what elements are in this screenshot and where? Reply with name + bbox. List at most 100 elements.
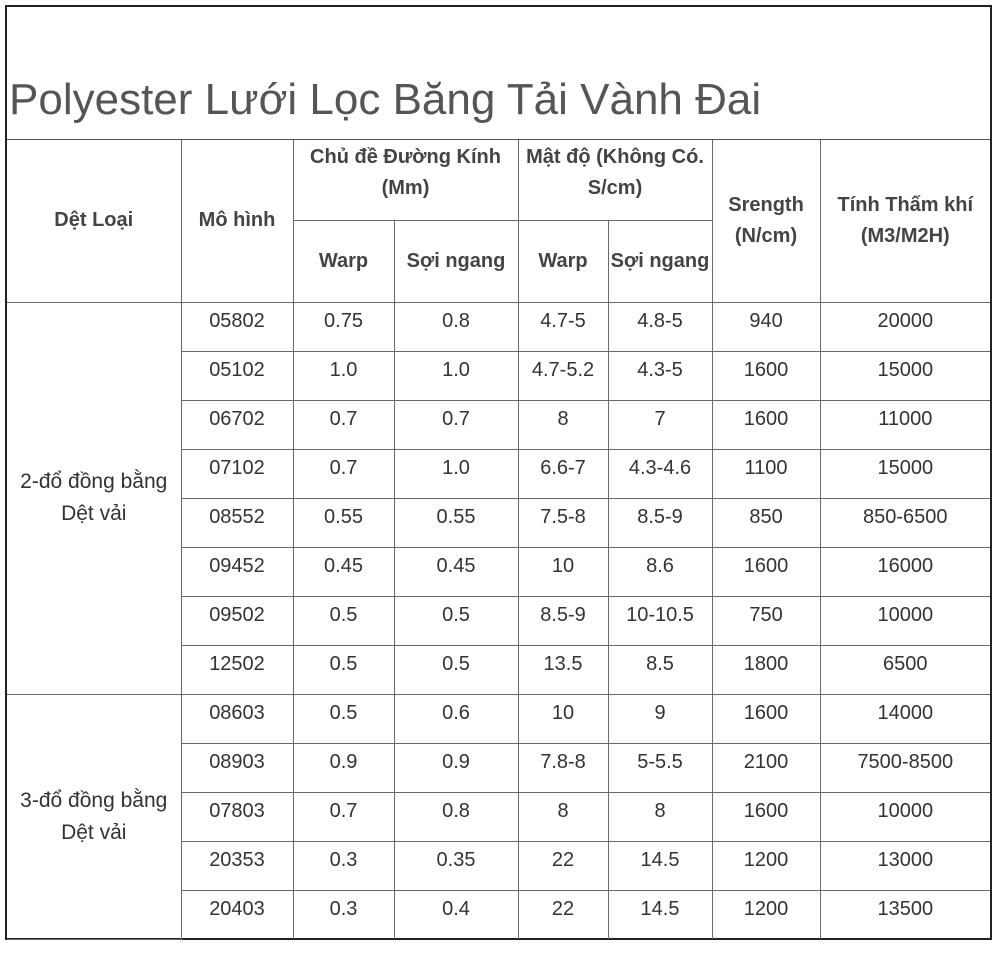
cell-density-weft: 4.3-4.6 — [607, 448, 713, 499]
cell-strength: 940 — [711, 301, 821, 352]
cell-model: 20403 — [181, 889, 294, 939]
cell-strength: 850 — [711, 497, 821, 548]
cell-strength: 1800 — [711, 644, 821, 695]
cell-model: 20353 — [181, 840, 294, 891]
cell-model: 12502 — [181, 644, 294, 695]
cell-density-warp: 13.5 — [517, 644, 609, 695]
col-header-strength: Srength (N/cm) — [711, 140, 821, 303]
cell-strength: 1600 — [711, 693, 821, 744]
cell-diameter-weft: 1.0 — [393, 448, 519, 499]
col-header-model: Mô hình — [180, 140, 294, 303]
cell-density-weft: 14.5 — [607, 889, 713, 939]
cell-density-warp: 22 — [517, 889, 609, 939]
table-row: 12502 0.5 0.5 13.5 8.5 1800 6500 — [7, 644, 991, 695]
cell-permeability: 11000 — [819, 399, 991, 450]
cell-diameter-weft: 0.45 — [393, 546, 519, 597]
cell-density-warp: 8 — [517, 399, 609, 450]
cell-density-weft: 5-5.5 — [607, 742, 713, 793]
table-row: 20353 0.3 0.35 22 14.5 1200 13000 — [7, 840, 991, 891]
table-row: 06702 0.7 0.7 8 7 1600 11000 — [7, 399, 991, 450]
cell-strength: 1100 — [711, 448, 821, 499]
cell-density-weft: 7 — [607, 399, 713, 450]
cell-diameter-weft: 0.5 — [393, 595, 519, 646]
cell-density-warp: 4.7-5.2 — [517, 350, 609, 401]
cell-diameter-weft: 0.7 — [393, 399, 519, 450]
cell-diameter-warp: 0.7 — [292, 399, 395, 450]
header-row-2: Warp Sợi ngang Warp Sợi ngang — [7, 219, 990, 303]
cell-permeability: 15000 — [819, 448, 991, 499]
cell-weave-type: 3-đổ đồng bằng Dệt vải — [7, 693, 182, 940]
cell-density-warp: 7.5-8 — [517, 497, 609, 548]
cell-diameter-weft: 0.8 — [393, 301, 519, 352]
cell-model: 08903 — [181, 742, 294, 793]
cell-permeability: 14000 — [819, 693, 991, 744]
cell-density-weft: 4.8-5 — [607, 301, 713, 352]
table-body: 2-đổ đồng bằng Dệt vải 05802 0.75 0.8 4.7-5 4… — [7, 301, 991, 940]
table-row: 3-đổ đồng bằng Dệt vải 08603 0.5 0.6 10 9 1600… — [7, 693, 991, 940]
header-row-1: Dệt Loại Mô hình Chủ đề Đường Kính (Mm) … — [7, 140, 991, 303]
cell-strength: 1600 — [711, 350, 821, 401]
cell-diameter-weft: 0.6 — [393, 693, 519, 744]
table-frame — [5, 5, 992, 940]
cell-diameter-warp: 0.55 — [292, 497, 395, 548]
cell-permeability: 15000 — [819, 350, 991, 401]
cell-strength: 1200 — [711, 889, 821, 939]
table-row: 08903 0.9 0.9 7.8-8 5-5.5 2100 7500-8500 — [7, 742, 991, 793]
cell-strength: 1600 — [711, 399, 821, 450]
cell-model: 07102 — [181, 448, 294, 499]
cell-diameter-weft: 0.8 — [393, 791, 519, 842]
col-header-diameter-weft: Sợi ngang — [393, 219, 519, 303]
cell-model: 08552 — [181, 497, 294, 548]
cell-diameter-warp: 0.3 — [292, 840, 395, 891]
col-header-density-weft: Sợi ngang — [607, 219, 713, 303]
col-header-permeability: Tính Thấm khí (M3/M2H) — [819, 140, 991, 303]
cell-density-warp: 8.5-9 — [517, 595, 609, 646]
cell-density-weft: 8 — [607, 791, 713, 842]
cell-diameter-weft: 1.0 — [393, 350, 519, 401]
cell-permeability: 20000 — [819, 301, 991, 352]
cell-density-weft: 9 — [607, 693, 713, 744]
cell-diameter-warp: 0.7 — [292, 791, 395, 842]
cell-diameter-weft: 0.5 — [393, 644, 519, 695]
cell-density-weft: 14.5 — [607, 840, 713, 891]
table-row: 08552 0.55 0.55 7.5-8 8.5-9 850 850-6500 — [7, 497, 991, 548]
cell-permeability: 6500 — [819, 644, 991, 695]
page-title: Polyester Lưới Lọc Băng Tải Vành Đai — [9, 75, 762, 124]
cell-density-warp: 8 — [517, 791, 609, 842]
cell-density-warp: 4.7-5 — [517, 301, 609, 352]
cell-diameter-warp: 0.5 — [292, 644, 395, 695]
cell-permeability: 850-6500 — [819, 497, 991, 548]
col-header-weave-type: Dệt Loại — [7, 140, 182, 303]
cell-density-warp: 10 — [517, 546, 609, 597]
cell-diameter-warp: 0.9 — [292, 742, 395, 793]
cell-permeability: 7500-8500 — [819, 742, 991, 793]
table-row: 07803 0.7 0.8 8 8 1600 10000 — [7, 791, 991, 842]
cell-model: 09502 — [181, 595, 294, 646]
cell-diameter-warp: 0.75 — [292, 301, 395, 352]
cell-density-warp: 22 — [517, 840, 609, 891]
cell-density-weft: 8.5 — [607, 644, 713, 695]
cell-diameter-weft: 0.55 — [393, 497, 519, 548]
cell-strength: 2100 — [711, 742, 821, 793]
cell-permeability: 10000 — [819, 595, 991, 646]
table-row: 2-đổ đồng bằng Dệt vải 05802 0.75 0.8 4.7-5 4… — [7, 301, 991, 695]
cell-strength: 1600 — [711, 791, 821, 842]
cell-density-warp: 7.8-8 — [517, 742, 609, 793]
cell-density-warp: 6.6-7 — [517, 448, 609, 499]
cell-diameter-warp: 0.3 — [292, 889, 395, 939]
cell-model: 05802 — [180, 301, 294, 352]
cell-model: 09452 — [181, 546, 294, 597]
cell-strength: 1200 — [711, 840, 821, 891]
table-row: 09452 0.45 0.45 10 8.6 1600 16000 — [7, 546, 991, 597]
cell-diameter-weft: 0.4 — [393, 889, 519, 939]
col-header-thread-diameter: Chủ đề Đường Kính (Mm) — [292, 140, 519, 221]
cell-permeability: 13500 — [819, 889, 991, 939]
table-row: 05102 1.0 1.0 4.7-5.2 4.3-5 1600 15000 — [7, 350, 991, 401]
cell-diameter-weft: 0.9 — [393, 742, 519, 793]
cell-model: 07803 — [181, 791, 294, 842]
cell-density-weft: 10-10.5 — [607, 595, 713, 646]
cell-diameter-warp: 1.0 — [292, 350, 395, 401]
cell-permeability: 16000 — [819, 546, 991, 597]
col-header-diameter-warp: Warp — [293, 219, 395, 303]
cell-density-weft: 8.5-9 — [607, 497, 713, 548]
